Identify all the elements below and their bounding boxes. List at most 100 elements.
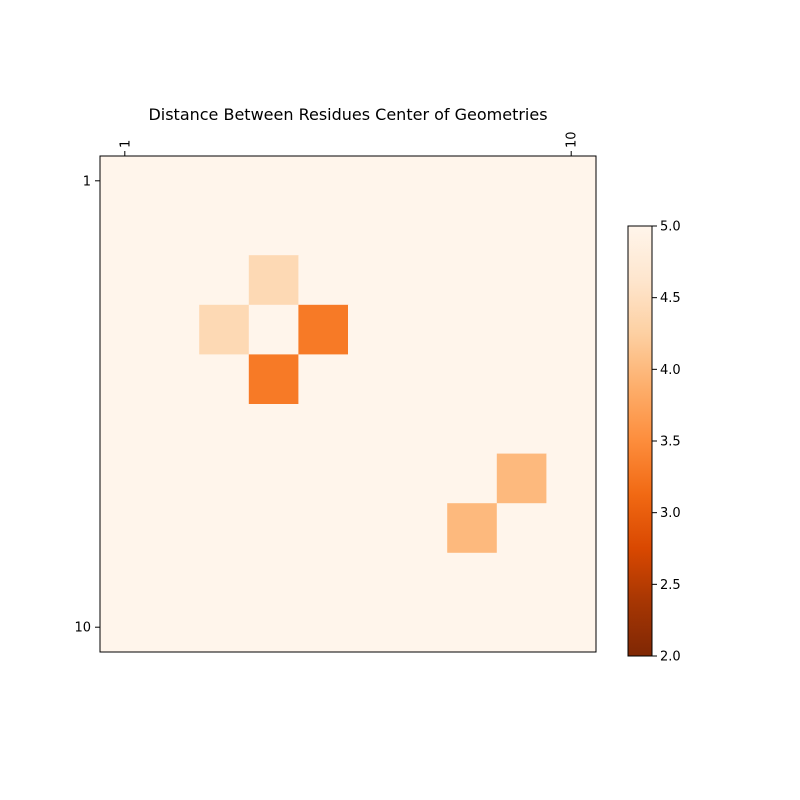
heatmap-cell	[447, 354, 498, 405]
heatmap-cells	[100, 156, 597, 653]
heatmap-cell	[298, 453, 349, 504]
heatmap-cell	[348, 453, 399, 504]
heatmap-cell	[100, 156, 151, 207]
heatmap-cell	[397, 404, 448, 455]
heatmap-cell	[100, 304, 151, 355]
heatmap-cell	[546, 255, 597, 306]
y-tick-label: 10	[74, 621, 91, 636]
heatmap-cell	[348, 205, 399, 256]
heatmap-cell	[298, 205, 349, 256]
heatmap-cell	[100, 404, 151, 455]
heatmap-cell	[298, 602, 349, 653]
heatmap-cell	[496, 156, 547, 207]
heatmap-cell	[397, 156, 448, 207]
plot-frame	[99, 155, 597, 653]
heatmap-cell	[100, 205, 151, 256]
heatmap-cell	[248, 602, 299, 653]
heatmap-cell	[149, 503, 200, 554]
heatmap-cell	[248, 304, 299, 355]
heatmap-cell	[149, 156, 200, 207]
heatmap-cell	[496, 503, 547, 554]
heatmap-cell	[447, 255, 498, 306]
heatmap-cell	[149, 255, 200, 306]
heatmap-cell	[149, 354, 200, 405]
heatmap-cell	[546, 602, 597, 653]
heatmap-cell-highlight	[496, 453, 547, 504]
heatmap-cell	[546, 205, 597, 256]
heatmap-cell	[546, 404, 597, 455]
colorbar-tick-label: 4.5	[660, 291, 681, 306]
heatmap-cell	[496, 304, 547, 355]
heatmap-cell-highlight	[248, 354, 299, 405]
heatmap-cell	[397, 205, 448, 256]
heatmap-cell	[397, 304, 448, 355]
heatmap-cell	[199, 354, 250, 405]
heatmap-cell	[100, 354, 151, 405]
x-tick-label: 10	[565, 131, 580, 148]
heatmap-cell	[199, 205, 250, 256]
heatmap-cell	[496, 602, 547, 653]
heatmap-cell	[199, 552, 250, 603]
heatmap-cell	[248, 404, 299, 455]
heatmap-cell	[100, 602, 151, 653]
heatmap-cell-highlight	[298, 304, 349, 355]
heatmap-cell	[447, 453, 498, 504]
heatmap-cell	[298, 354, 349, 405]
heatmap-cell	[447, 552, 498, 603]
heatmap-cell	[348, 404, 399, 455]
heatmap-cell	[496, 205, 547, 256]
heatmap-cell-highlight	[248, 255, 299, 306]
heatmap-cell	[447, 602, 498, 653]
heatmap-cell	[199, 453, 250, 504]
heatmap-cell	[149, 404, 200, 455]
heatmap-cell	[199, 156, 250, 207]
heatmap-cell	[496, 255, 547, 306]
heatmap-cell	[546, 156, 597, 207]
colorbar-tick-label: 4.0	[660, 363, 681, 378]
heatmap-cell	[397, 602, 448, 653]
heatmap-cell	[447, 404, 498, 455]
y-tick-label: 1	[83, 174, 91, 189]
x-axis-ticks: 1 10	[118, 131, 580, 156]
heatmap-cell	[546, 503, 597, 554]
heatmap-cell	[397, 255, 448, 306]
heatmap-cell	[496, 354, 547, 405]
heatmap-cell	[348, 304, 399, 355]
heatmap-cell	[199, 404, 250, 455]
heatmap-cell	[496, 552, 547, 603]
heatmap-cell	[546, 304, 597, 355]
heatmap-cell	[348, 354, 399, 405]
heatmap-cell	[149, 602, 200, 653]
heatmap-cell	[298, 552, 349, 603]
heatmap-cell	[100, 552, 151, 603]
heatmap-cell	[397, 503, 448, 554]
heatmap-cell	[447, 156, 498, 207]
heatmap-cell	[298, 404, 349, 455]
heatmap-cell	[348, 255, 399, 306]
heatmap-cell	[199, 602, 250, 653]
heatmap-cell	[447, 304, 498, 355]
heatmap-cell	[298, 255, 349, 306]
heatmap-cell	[149, 205, 200, 256]
colorbar	[627, 225, 653, 657]
heatmap-cell	[348, 552, 399, 603]
heatmap-cell	[546, 552, 597, 603]
heatmap-cell	[248, 552, 299, 603]
chart-title: Distance Between Residues Center of Geom…	[148, 105, 547, 124]
colorbar-tick-label: 2.5	[660, 578, 681, 593]
heatmap-cell	[298, 503, 349, 554]
heatmap-cell	[149, 304, 200, 355]
heatmap-cell	[100, 453, 151, 504]
heatmap-cell	[298, 156, 349, 207]
heatmap-cell	[397, 354, 448, 405]
heatmap-cell	[100, 503, 151, 554]
heatmap-cell-highlight	[199, 304, 250, 355]
colorbar-tick-label: 3.0	[660, 506, 681, 521]
heatmap-cell	[546, 354, 597, 405]
colorbar-tick-label: 5.0	[660, 220, 681, 235]
heatmap-cell	[248, 156, 299, 207]
heatmap-cell	[248, 503, 299, 554]
heatmap-cell	[348, 503, 399, 554]
heatmap-cell	[100, 255, 151, 306]
